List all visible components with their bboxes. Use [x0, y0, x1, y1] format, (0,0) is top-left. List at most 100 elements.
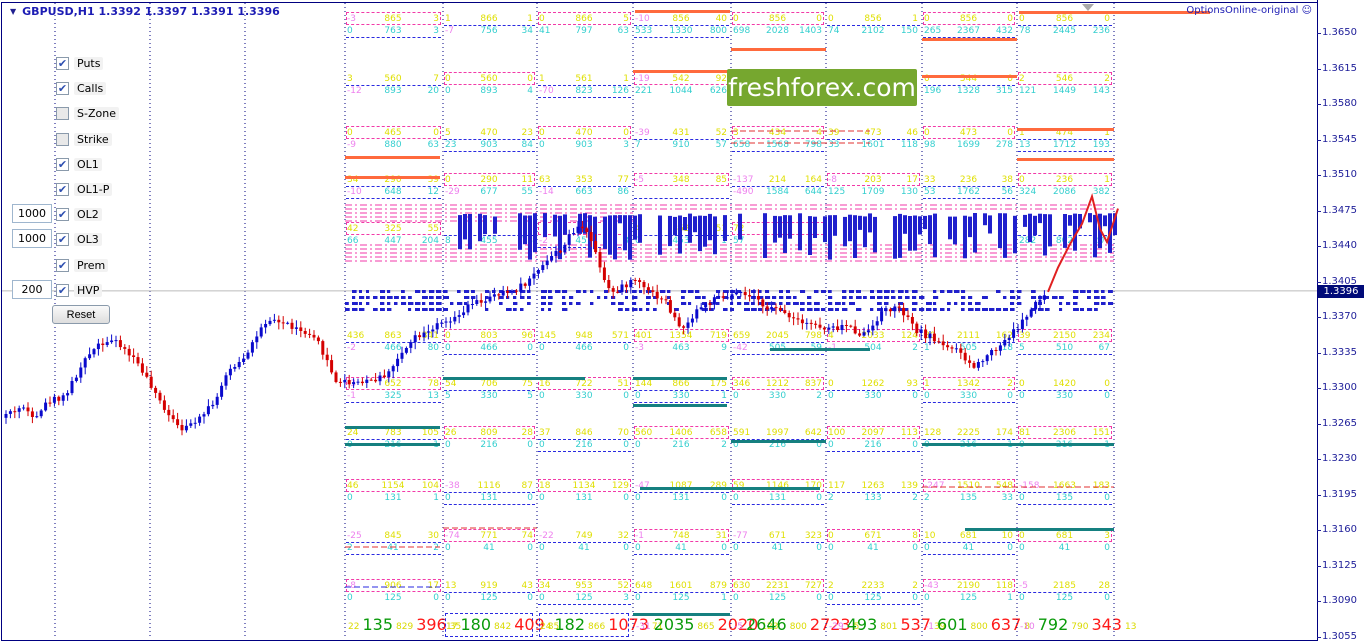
grid-cell-row: 0 216 0 [828, 440, 918, 450]
grid-value: 0 [347, 593, 353, 603]
candle-body [312, 334, 316, 338]
hvp-volume-bar [1088, 213, 1092, 223]
candle-body [730, 294, 734, 298]
checkbox-puts[interactable]: ✔ [56, 57, 69, 70]
candle-body [409, 342, 413, 348]
grid-value: 59 [733, 481, 745, 491]
grid-cell-row: 560 1406 658 [635, 428, 727, 438]
candle-body [8, 411, 12, 414]
cell-dashed-box [346, 222, 441, 235]
hvp-dash [688, 290, 694, 293]
totals-small: 5 [853, 622, 860, 632]
hvp-volume-bar [628, 215, 632, 260]
panel-input-0[interactable] [12, 204, 52, 224]
grid-value: 33 [924, 175, 936, 185]
candle-body [651, 290, 655, 292]
teal-level-bar [345, 426, 440, 429]
checkbox-s-zone[interactable] [56, 107, 69, 121]
grid-cell-row: 0 1420 0 [1019, 379, 1110, 389]
grid-value: 466 [575, 343, 593, 353]
hvp-dash [898, 290, 904, 293]
grid-value: 0 [721, 543, 728, 553]
hvp-dash [1066, 302, 1071, 305]
axis-tick [1317, 565, 1321, 567]
cell-dashed-box [923, 126, 1015, 139]
hvp-dash [639, 308, 643, 311]
grid-cell-row: 0 330 1 [635, 391, 727, 401]
hvp-volume-bar [973, 213, 977, 253]
chevron-down-icon[interactable]: ▼ [10, 7, 17, 16]
grid-value: 5 [527, 391, 533, 401]
puts-total: 2646 [745, 615, 787, 634]
grid-value: 0 [445, 86, 451, 96]
grid-value: 78 [1019, 26, 1031, 36]
candle-body [787, 313, 791, 318]
grid-value: 13 [427, 391, 440, 401]
hvp-volume-bar [693, 216, 697, 233]
candle-body [638, 280, 642, 282]
grid-value: 330 [959, 391, 978, 401]
panel-row-ol3: ✔ OL3 [56, 233, 102, 247]
cell-dash-underline [634, 402, 729, 403]
chart-shift-marker-icon[interactable] [1082, 4, 1094, 11]
cell-dashed-box [346, 126, 441, 139]
cell-dash-underline [923, 85, 1015, 86]
panel-input-2[interactable] [12, 279, 52, 299]
reset-button[interactable]: Reset [52, 305, 110, 324]
grid-value: 0 [1019, 493, 1025, 503]
orange-level-bar [922, 38, 1017, 41]
candle-body [259, 327, 263, 337]
grid-value: 0 [912, 391, 918, 401]
candle-body [734, 292, 738, 295]
grid-value: 5 [445, 391, 451, 401]
candle-body [1007, 337, 1011, 340]
grid-value: 0 [1019, 379, 1025, 389]
grid-value: 96 [521, 331, 533, 341]
grid-cell-row: -7 756 34 [445, 26, 533, 36]
checkbox-ol3[interactable]: ✔ [56, 233, 69, 247]
candle-body [457, 315, 461, 317]
grid-value: 630 [733, 581, 751, 591]
checkbox-calls[interactable]: ✔ [56, 82, 69, 96]
cell-dashed-box [538, 479, 631, 492]
checkbox-prem[interactable]: ✔ [56, 258, 69, 272]
grid-value: 1699 [957, 140, 980, 150]
grid-cell-row: 34 290 39 [347, 175, 439, 185]
candle-body [1042, 295, 1046, 300]
grid-value: 749 [575, 531, 593, 541]
checkbox-ol1-p[interactable]: ✔ [56, 183, 69, 196]
hvp-dash [436, 302, 442, 305]
grid-value: 341 [421, 331, 440, 341]
hvp-dash [632, 302, 637, 305]
axis-tick [1317, 637, 1321, 638]
grid-cell-row: 436 863 341 [347, 331, 439, 341]
candle-body [1038, 299, 1042, 302]
checkbox-ol2[interactable]: ✔ [56, 208, 69, 222]
grid-value: 131 [672, 493, 690, 503]
grid-cell-row: -19 542 92 [635, 74, 727, 84]
cell-dashed-box [827, 529, 920, 542]
candle-body [800, 319, 804, 324]
grid-value: 2367 [957, 26, 980, 36]
candle-body [176, 419, 180, 426]
hvp-dash [611, 302, 616, 305]
grid-cell-row: 23 903 84 [445, 140, 533, 150]
cell-dashed-box [346, 12, 441, 25]
checkbox-hvp[interactable]: ✔ [56, 283, 69, 297]
panel-input-1[interactable] [12, 229, 52, 249]
cell-dash-underline [827, 139, 920, 140]
candle-body [748, 295, 752, 297]
grid-value: 2086 [1053, 187, 1076, 197]
grid-value: 118 [900, 140, 918, 150]
grid-value: 39 [427, 175, 440, 185]
grid-value: 86 [617, 187, 629, 197]
grid-value: 0 [539, 493, 545, 503]
cell-dash-underline [444, 592, 535, 593]
checkbox-ol1[interactable]: ✔ [56, 157, 69, 171]
candle-body [532, 273, 536, 279]
checkbox-strike[interactable] [56, 132, 69, 146]
grid-value: 903 [575, 140, 593, 150]
grid-value: 330 [672, 391, 690, 401]
grid-value: 0 [539, 440, 545, 450]
hvp-dash [989, 308, 995, 311]
